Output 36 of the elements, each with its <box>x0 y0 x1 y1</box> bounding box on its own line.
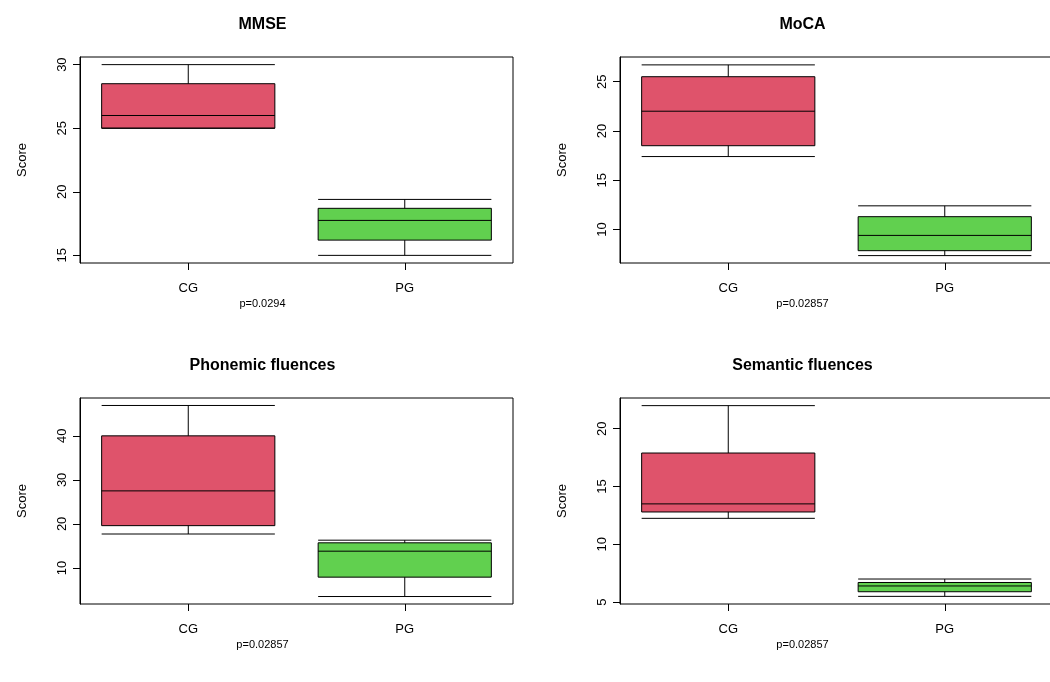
y-tick-label: 20 <box>54 184 69 200</box>
x-tick-label: PG <box>935 280 955 295</box>
y-tick-label: 20 <box>594 123 609 139</box>
y-tick-label: 30 <box>54 472 69 488</box>
y-tick-label: 25 <box>54 120 69 136</box>
y-axis-title: Score <box>554 143 569 177</box>
text: p=0.02857 <box>236 637 289 650</box>
y-axis-title: Score <box>14 143 29 177</box>
y-tick-label: 20 <box>54 516 69 532</box>
x-tick-label: CG <box>178 621 198 636</box>
y-tick-label: 15 <box>594 479 609 494</box>
chart-title: MMSE <box>238 14 287 32</box>
chart-title: Semantic fluences <box>732 355 873 373</box>
y-tick-label: 40 <box>54 428 69 444</box>
y-tick-label: 10 <box>594 537 609 552</box>
y-tick-label: 15 <box>594 172 609 188</box>
chart-title: MoCA <box>779 14 827 32</box>
y-tick-label: 30 <box>54 57 69 72</box>
text: p=0.02857 <box>776 637 829 650</box>
y-tick-label: 20 <box>594 421 609 436</box>
x-tick-label: CG <box>718 621 738 636</box>
x-tick-label: PG <box>395 621 415 636</box>
chart-title: Phonemic fluences <box>189 355 336 373</box>
x-tick-label: CG <box>178 280 198 295</box>
text: p=0.02857 <box>776 296 829 309</box>
x-tick-label: CG <box>718 280 738 295</box>
y-axis-title: Score <box>554 484 569 518</box>
y-tick-label: 10 <box>594 222 609 237</box>
x-tick-label: PG <box>395 280 415 295</box>
y-tick-label: 25 <box>594 74 609 89</box>
y-tick-label: 5 <box>594 598 609 606</box>
x-tick-label: PG <box>935 621 955 636</box>
y-tick-label: 15 <box>54 248 69 263</box>
text: p=0.0294 <box>239 296 286 309</box>
y-tick-label: 10 <box>54 560 69 576</box>
y-axis-title: Score <box>14 484 29 518</box>
